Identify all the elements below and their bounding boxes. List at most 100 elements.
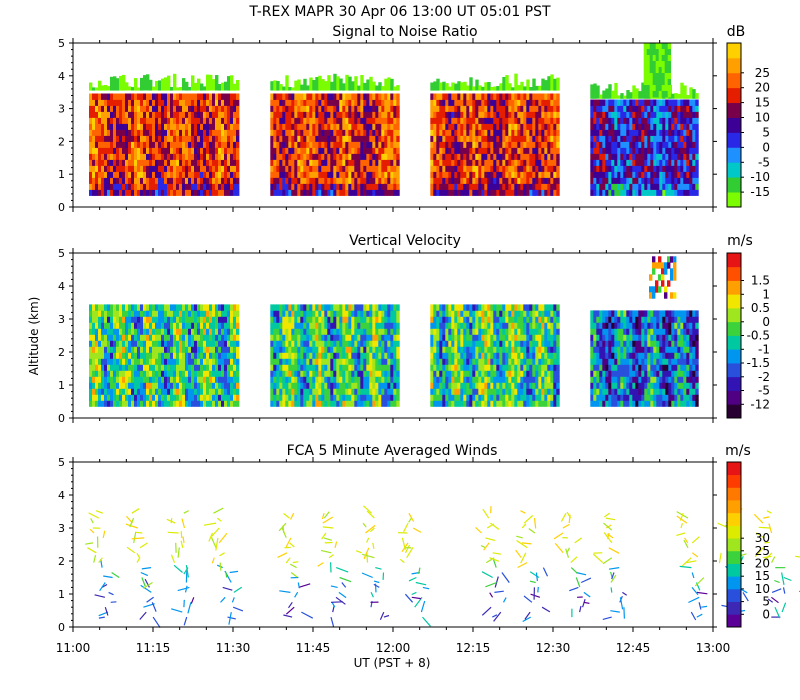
snr-cell <box>291 165 295 172</box>
snr-cell <box>439 105 443 112</box>
snr-cell <box>590 84 594 99</box>
snr-cell <box>360 75 364 91</box>
snr-cell <box>315 111 319 118</box>
velocity-cell <box>227 364 231 371</box>
snr-cell <box>372 147 376 154</box>
velocity-cell <box>176 316 180 323</box>
snr-cell <box>191 147 195 154</box>
snr-cell <box>315 147 319 154</box>
snr-cell <box>110 135 114 142</box>
snr-cell <box>457 171 461 178</box>
snr-cell <box>532 177 536 184</box>
snr-cell <box>448 99 452 106</box>
velocity-cell <box>125 340 129 347</box>
velocity-cell <box>113 364 117 371</box>
snr-cell <box>689 117 693 124</box>
velocity-cell <box>303 388 307 395</box>
snr-cell <box>137 117 141 124</box>
snr-cell <box>116 177 120 184</box>
velocity-cell <box>206 370 210 377</box>
velocity-cell <box>390 400 394 407</box>
snr-cell <box>529 171 533 178</box>
velocity-cell <box>164 304 168 311</box>
velocity-cell <box>306 304 310 311</box>
snr-cell <box>89 99 93 106</box>
snr-cell <box>683 99 687 106</box>
snr-cell <box>641 177 645 184</box>
snr-cell <box>330 93 334 100</box>
velocity-cell <box>366 304 370 311</box>
snr-cell <box>155 93 159 100</box>
snr-cell <box>526 165 530 172</box>
velocity-cell <box>454 346 458 353</box>
velocity-cell <box>98 388 102 395</box>
velocity-cell <box>378 370 382 377</box>
snr-cell <box>646 49 651 56</box>
snr-cell <box>140 105 144 112</box>
velocity-cell <box>312 352 316 359</box>
velocity-cell <box>110 376 114 383</box>
snr-cell <box>176 99 180 106</box>
snr-cell <box>508 171 512 178</box>
snr-cell <box>433 81 437 91</box>
snr-cell <box>143 105 147 112</box>
velocity-cell <box>167 346 171 353</box>
velocity-cell <box>297 310 301 317</box>
snr-cell <box>650 99 654 106</box>
velocity-cell <box>306 370 310 377</box>
snr-cell <box>122 93 126 100</box>
velocity-cell <box>170 376 174 383</box>
velocity-cell <box>312 358 316 365</box>
velocity-cell <box>282 334 286 341</box>
snr-cell <box>336 141 340 148</box>
velocity-cell <box>433 334 437 341</box>
velocity-cell <box>158 304 162 311</box>
snr-cell <box>297 105 301 112</box>
snr-cell <box>635 99 639 106</box>
snr-cell <box>647 117 651 124</box>
snr-cell <box>312 111 316 118</box>
snr-cell <box>608 165 612 172</box>
velocity-cell <box>95 364 99 371</box>
snr-cell <box>463 99 467 106</box>
snr-cell <box>158 117 162 124</box>
snr-cell <box>306 85 310 91</box>
snr-cell <box>683 123 687 130</box>
snr-cell <box>294 111 298 118</box>
y-tick-label: 5 <box>58 37 65 50</box>
velocity-cell <box>89 388 93 395</box>
velocity-cell <box>149 346 153 353</box>
snr-cell <box>294 129 298 136</box>
snr-cell <box>466 183 470 190</box>
snr-cell <box>620 129 624 136</box>
velocity-cell <box>113 352 117 359</box>
snr-cell <box>179 165 183 172</box>
snr-cell <box>113 129 117 136</box>
velocity-cell <box>348 304 352 311</box>
snr-cell <box>297 111 301 118</box>
velocity-cell <box>318 334 322 341</box>
velocity-cell <box>161 370 165 377</box>
snr-cell <box>122 159 126 166</box>
velocity-cell <box>155 400 159 407</box>
snr-cell <box>288 93 292 100</box>
snr-cell <box>315 129 319 136</box>
velocity-cell <box>140 400 144 407</box>
velocity-cell <box>396 352 400 359</box>
velocity-cell <box>122 388 126 395</box>
velocity-cell <box>104 304 108 311</box>
velocity-cell <box>330 388 334 395</box>
snr-cell <box>236 117 240 124</box>
snr-cell <box>212 105 216 112</box>
snr-cell <box>602 177 606 184</box>
velocity-cell <box>194 394 198 401</box>
velocity-cell <box>203 364 207 371</box>
snr-cell <box>674 141 678 148</box>
snr-cell <box>611 189 615 196</box>
snr-cell <box>469 123 473 130</box>
snr-cell <box>131 135 135 142</box>
snr-cell <box>523 159 527 166</box>
velocity-cell <box>339 364 343 371</box>
velocity-cell <box>387 388 391 395</box>
velocity-cell <box>143 358 147 365</box>
